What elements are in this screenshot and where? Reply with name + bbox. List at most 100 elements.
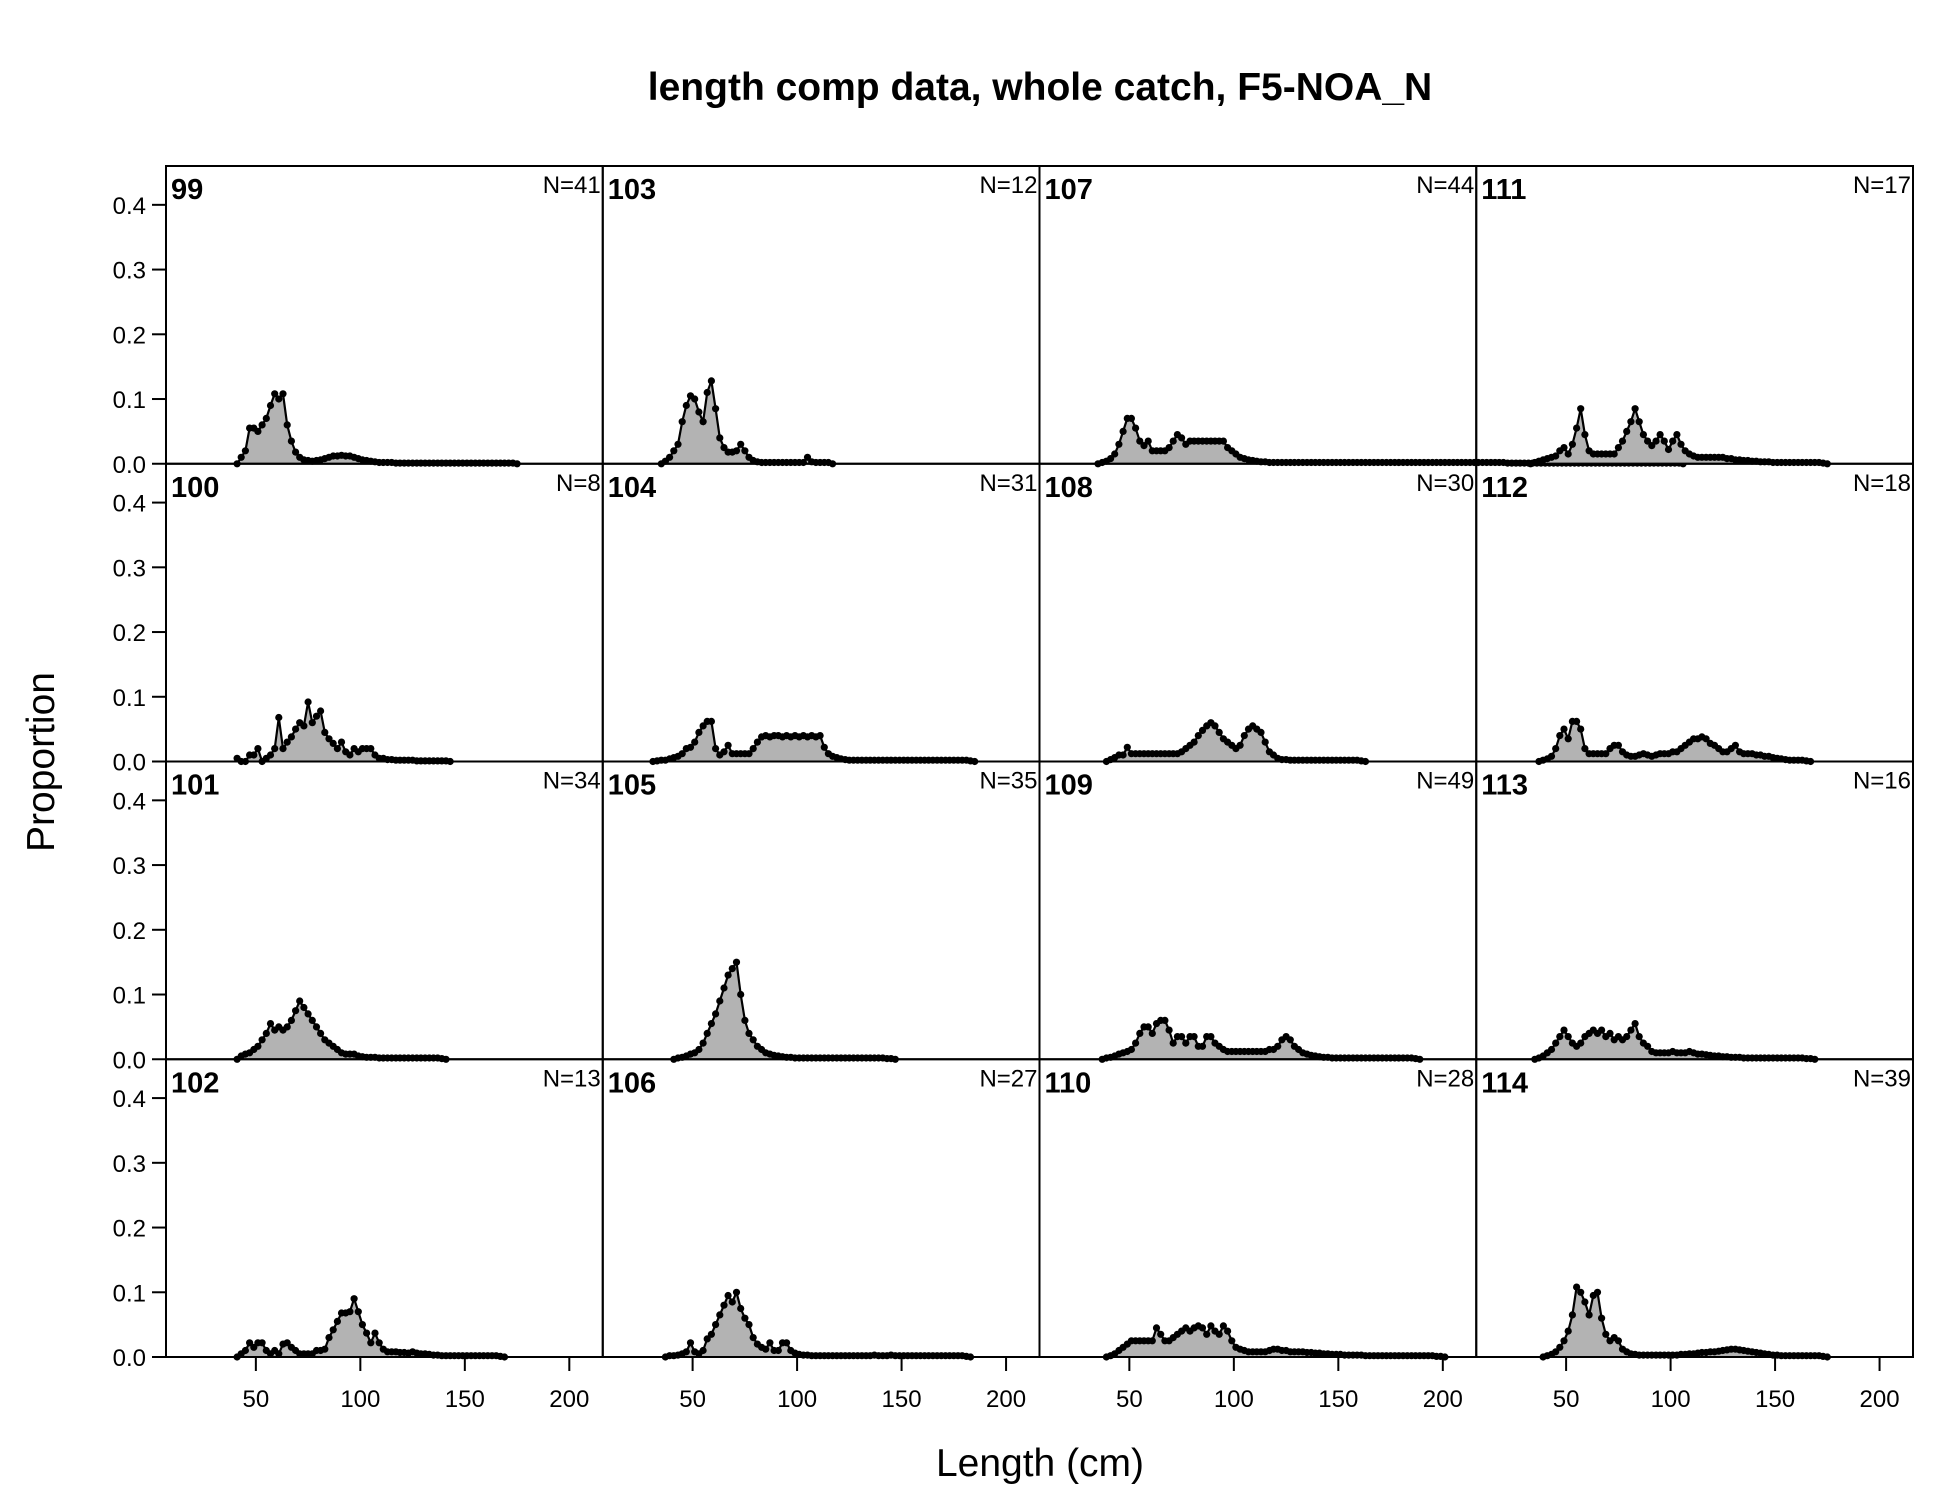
x-tick-label: 200 bbox=[1860, 1386, 1900, 1413]
data-point bbox=[258, 421, 266, 429]
data-point bbox=[686, 1339, 695, 1347]
data-point bbox=[254, 427, 262, 435]
area-fill bbox=[1543, 1287, 1828, 1357]
data-point bbox=[292, 725, 300, 733]
data-point bbox=[1161, 1016, 1169, 1024]
data-point bbox=[1165, 1026, 1173, 1034]
data-point bbox=[1660, 437, 1668, 445]
area-fill bbox=[237, 702, 451, 762]
data-point bbox=[1182, 1039, 1190, 1047]
x-tick-label: 50 bbox=[243, 1386, 270, 1413]
data-point bbox=[287, 733, 295, 741]
y-tick-label: 0.0 bbox=[113, 452, 146, 479]
panel-label: 101 bbox=[171, 770, 219, 802]
data-point bbox=[1598, 1314, 1606, 1322]
x-tick-label: 200 bbox=[986, 1386, 1026, 1413]
area-fill bbox=[1102, 1020, 1420, 1060]
data-point bbox=[1648, 442, 1656, 450]
data-point bbox=[308, 719, 316, 727]
data-point bbox=[1552, 1039, 1560, 1047]
chart-title: length comp data, whole catch, F5-NOA_N bbox=[648, 66, 1432, 109]
data-point bbox=[749, 745, 757, 753]
data-point bbox=[266, 1020, 275, 1028]
data-point bbox=[724, 1291, 732, 1300]
data-point bbox=[1236, 741, 1244, 749]
data-point bbox=[712, 405, 720, 413]
data-point bbox=[749, 1334, 757, 1342]
data-point bbox=[300, 1003, 308, 1012]
area-fill bbox=[661, 380, 833, 464]
area-fill bbox=[665, 1292, 971, 1357]
data-point bbox=[1169, 437, 1177, 445]
panel-101: 101 N=34 0.0 0.1 0.2 0.3 0.4 bbox=[113, 760, 604, 1074]
y-tick-label: 0.2 bbox=[113, 322, 146, 349]
data-point bbox=[1136, 1029, 1144, 1037]
data-point bbox=[1623, 427, 1631, 435]
data-point bbox=[1639, 431, 1647, 439]
panel-99: 99 N=41 0.0 0.1 0.2 0.3 0.4 bbox=[113, 165, 604, 479]
data-point bbox=[292, 448, 300, 456]
x-tick-label: 50 bbox=[679, 1386, 706, 1413]
data-point bbox=[741, 1016, 749, 1024]
data-point bbox=[279, 745, 287, 753]
sample-size-label: N=44 bbox=[1416, 172, 1474, 199]
data-point bbox=[695, 408, 703, 416]
y-tick-label: 0.1 bbox=[113, 387, 146, 414]
y-tick-label: 0.3 bbox=[113, 258, 146, 285]
sample-size-label: N=18 bbox=[1853, 470, 1911, 497]
panel-103: 103 N=12 bbox=[601, 165, 1041, 468]
panel-105: 105 N=35 bbox=[601, 760, 1041, 1063]
data-point bbox=[1215, 728, 1223, 737]
data-point bbox=[304, 1010, 312, 1018]
data-point bbox=[1198, 1324, 1207, 1332]
sample-size-label: N=16 bbox=[1853, 768, 1911, 795]
data-point bbox=[712, 745, 720, 753]
data-point bbox=[720, 984, 728, 992]
data-point bbox=[1560, 1026, 1568, 1034]
data-point bbox=[337, 738, 346, 746]
data-point bbox=[1610, 450, 1618, 458]
data-point bbox=[682, 401, 690, 410]
data-point bbox=[1119, 751, 1127, 759]
panel-label: 114 bbox=[1481, 1067, 1528, 1099]
data-point bbox=[1656, 431, 1664, 439]
data-point bbox=[258, 1339, 266, 1347]
data-point bbox=[749, 1036, 757, 1044]
data-point bbox=[271, 745, 279, 753]
data-point bbox=[1564, 1033, 1572, 1041]
data-point bbox=[1148, 1029, 1156, 1037]
y-tick-label: 0.3 bbox=[113, 555, 146, 582]
data-point bbox=[1644, 437, 1652, 445]
data-point bbox=[741, 1314, 749, 1322]
sample-size-label: N=41 bbox=[543, 172, 601, 199]
data-point bbox=[266, 751, 275, 759]
panel-frame bbox=[601, 1058, 1041, 1358]
data-point bbox=[728, 965, 736, 973]
sample-size-label: N=34 bbox=[543, 768, 601, 795]
data-point bbox=[1190, 738, 1198, 746]
data-point bbox=[283, 1339, 291, 1347]
data-point bbox=[703, 1335, 711, 1343]
data-point bbox=[275, 395, 283, 403]
data-point bbox=[716, 434, 724, 442]
area-fill bbox=[652, 721, 975, 762]
data-point bbox=[1198, 1042, 1207, 1050]
data-point bbox=[325, 1334, 333, 1342]
data-point bbox=[333, 745, 341, 753]
data-point bbox=[1635, 1033, 1643, 1041]
area-fill bbox=[1534, 1023, 1815, 1060]
y-axis-label: Proportion bbox=[20, 672, 63, 852]
data-point bbox=[1152, 1324, 1161, 1332]
panel-label: 105 bbox=[608, 770, 656, 802]
data-point bbox=[1664, 445, 1673, 454]
data-point bbox=[254, 1042, 262, 1050]
panel-label: 109 bbox=[1045, 770, 1093, 802]
data-point bbox=[1157, 1330, 1165, 1338]
data-point bbox=[354, 1308, 362, 1316]
data-point bbox=[1123, 743, 1131, 751]
data-point bbox=[254, 745, 262, 753]
data-point bbox=[325, 735, 333, 743]
data-point bbox=[703, 1029, 711, 1037]
data-point bbox=[287, 1016, 295, 1024]
